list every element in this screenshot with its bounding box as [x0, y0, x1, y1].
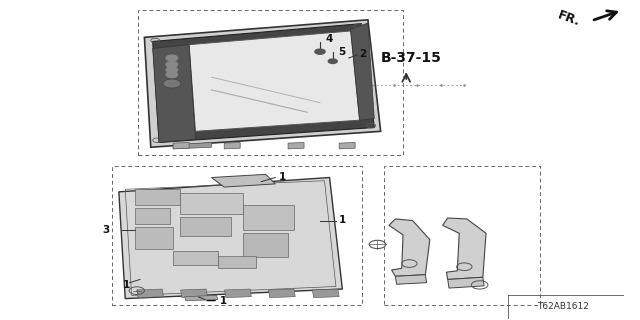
Polygon shape [135, 189, 179, 204]
Polygon shape [189, 31, 360, 131]
Polygon shape [137, 289, 164, 298]
Polygon shape [225, 289, 252, 298]
Polygon shape [339, 142, 355, 149]
Polygon shape [153, 45, 195, 142]
Text: T62AB1612: T62AB1612 [537, 302, 589, 311]
Circle shape [166, 55, 177, 61]
Circle shape [166, 72, 177, 77]
Polygon shape [312, 289, 339, 298]
Circle shape [163, 79, 180, 88]
Polygon shape [180, 289, 207, 298]
Polygon shape [396, 275, 427, 284]
Polygon shape [145, 20, 381, 147]
Polygon shape [135, 227, 173, 249]
Polygon shape [268, 289, 295, 298]
Polygon shape [211, 174, 275, 187]
Text: 4: 4 [325, 34, 333, 44]
Polygon shape [224, 142, 240, 149]
Text: 1: 1 [123, 280, 130, 290]
Text: 3: 3 [102, 225, 109, 235]
Polygon shape [389, 219, 430, 276]
Polygon shape [119, 178, 342, 299]
Polygon shape [288, 142, 304, 149]
Bar [384, 166, 540, 305]
Polygon shape [179, 217, 230, 236]
Polygon shape [173, 251, 218, 265]
Polygon shape [173, 142, 189, 149]
Polygon shape [184, 295, 218, 301]
Circle shape [315, 49, 325, 54]
Text: 5: 5 [338, 47, 345, 57]
Text: FR.: FR. [556, 8, 582, 28]
Polygon shape [135, 208, 170, 224]
Text: 1: 1 [339, 215, 346, 225]
Text: 1: 1 [278, 172, 285, 182]
Polygon shape [443, 218, 486, 279]
Polygon shape [179, 194, 243, 214]
Polygon shape [243, 233, 288, 257]
Circle shape [166, 61, 177, 67]
Bar [138, 10, 403, 155]
Polygon shape [218, 256, 256, 268]
Polygon shape [153, 24, 374, 142]
Polygon shape [243, 204, 294, 230]
Polygon shape [351, 23, 374, 120]
Circle shape [328, 59, 337, 63]
Polygon shape [173, 142, 211, 149]
Text: 2: 2 [360, 49, 367, 59]
Text: B-37-15: B-37-15 [381, 51, 442, 65]
Text: — 1: — 1 [206, 296, 227, 306]
Polygon shape [448, 277, 484, 288]
Circle shape [166, 67, 177, 73]
Bar [113, 166, 362, 305]
